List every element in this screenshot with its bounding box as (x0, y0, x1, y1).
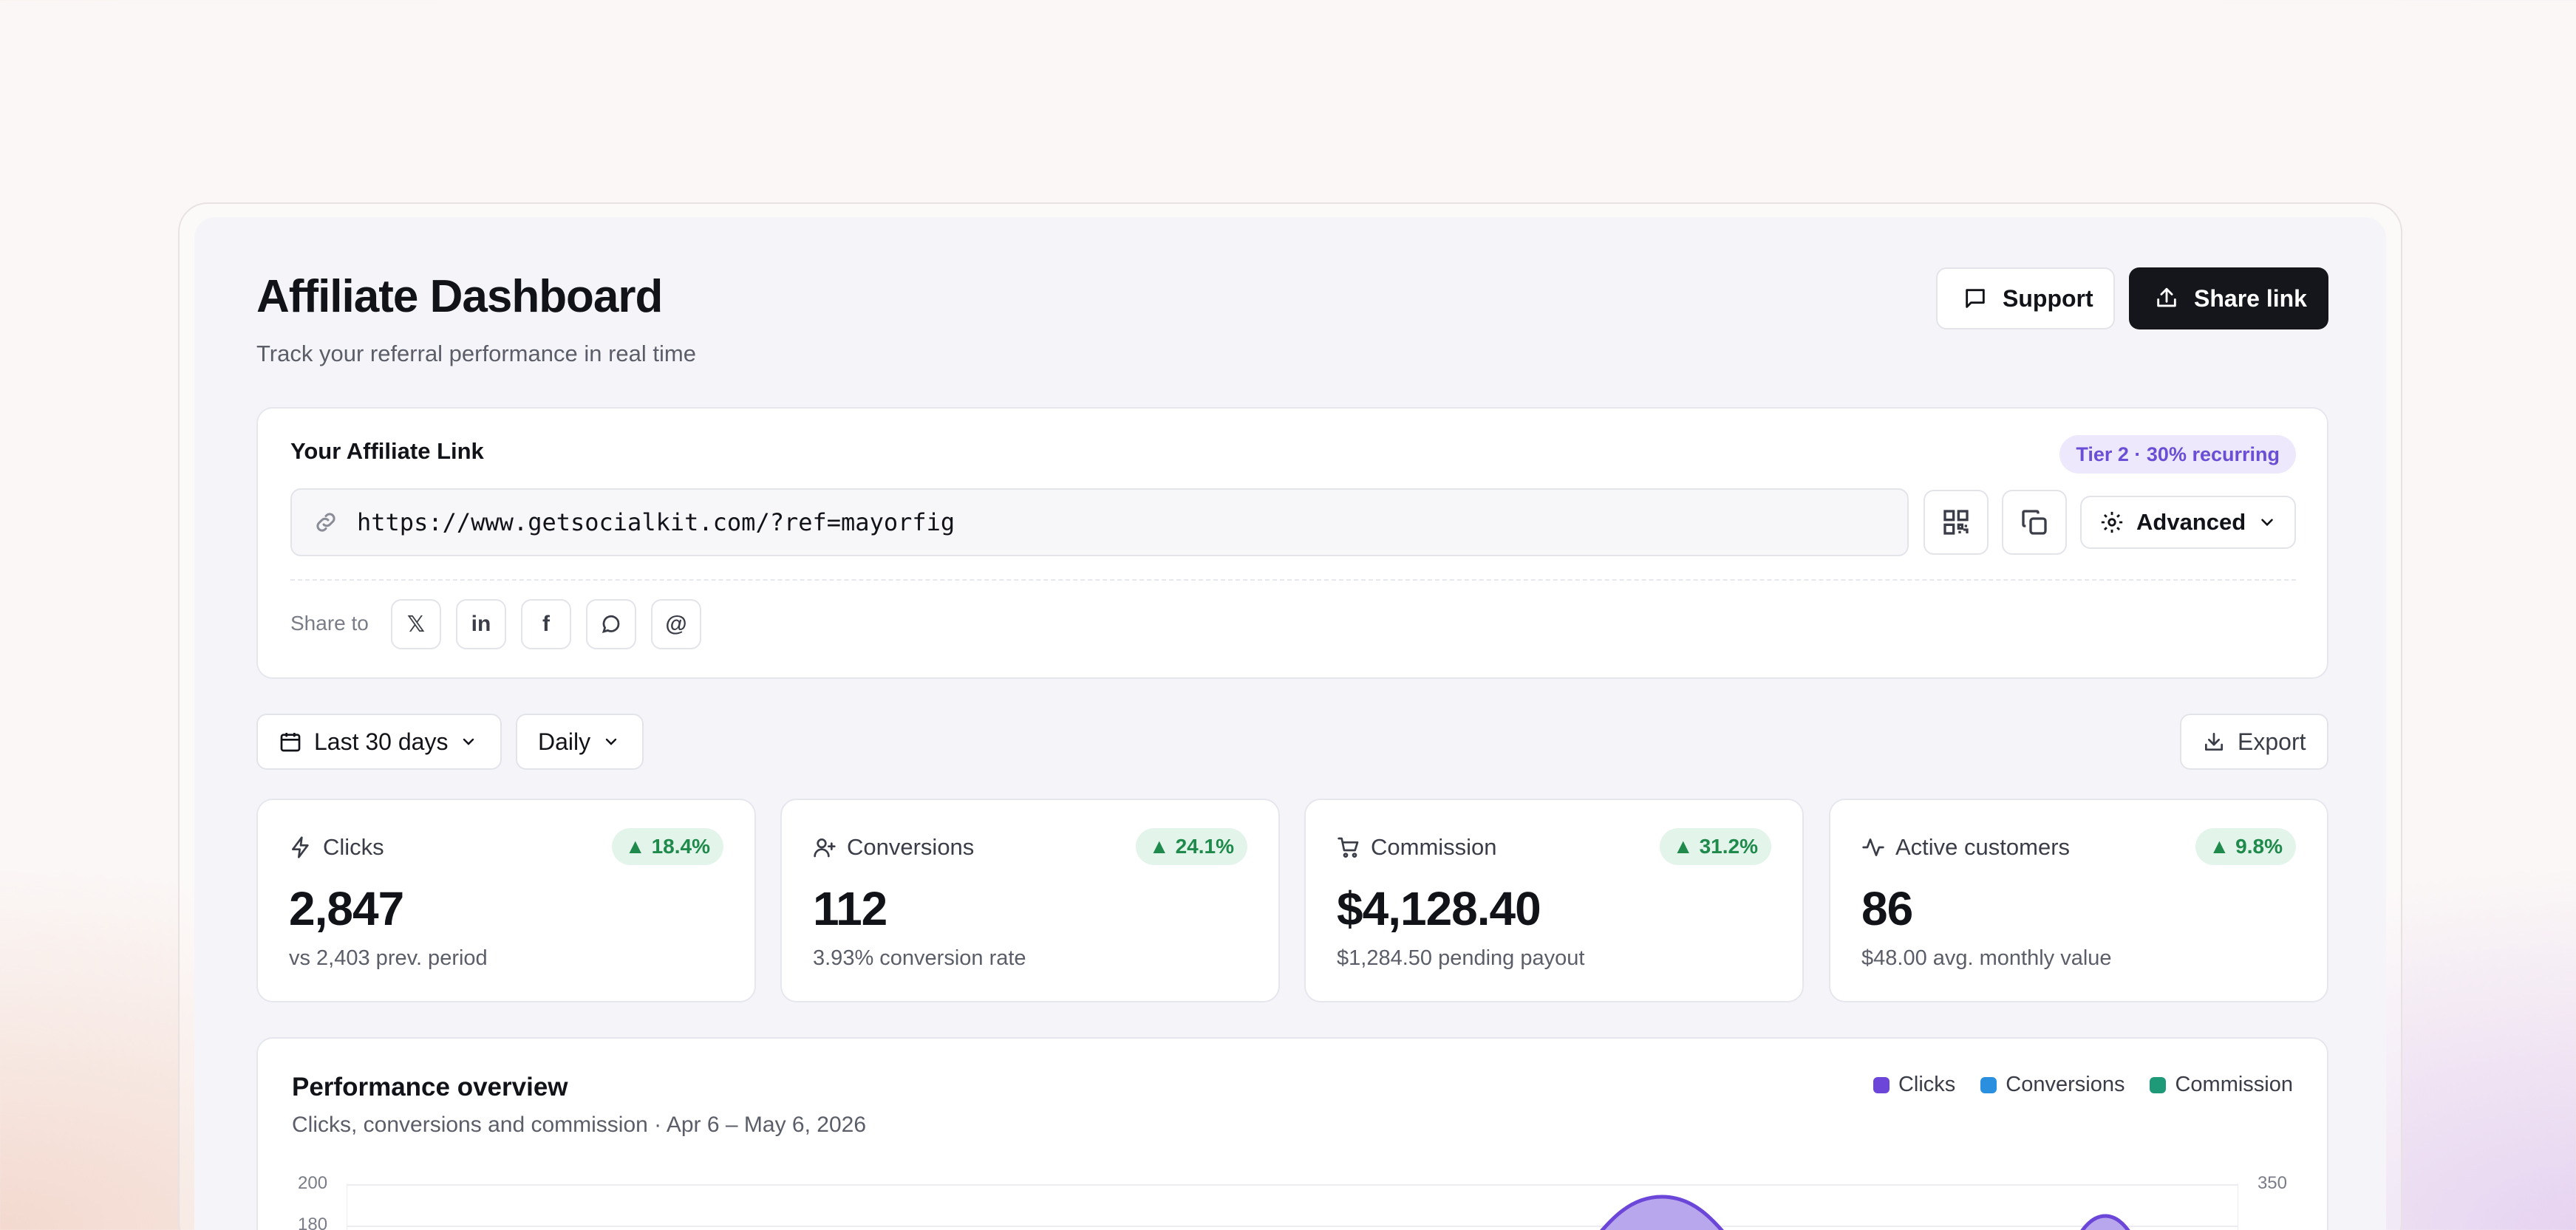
clicks-peak-2 (2080, 1214, 2130, 1230)
link-icon (313, 509, 339, 536)
stat-subtext: $48.00 avg. monthly value (1861, 946, 2112, 970)
y-tick-left: 180 (298, 1214, 328, 1230)
advanced-label: Advanced (2136, 509, 2246, 535)
facebook-icon: f (542, 612, 550, 636)
export-button[interactable]: Export (2180, 714, 2328, 770)
stat-card-conversions: Conversions ▲ 24.1% 112 3.93% conversion … (780, 799, 1280, 1002)
advanced-dropdown[interactable]: Advanced (2080, 496, 2296, 549)
stat-label: Commission (1371, 834, 1497, 860)
interval-label: Daily (538, 728, 591, 755)
delta-badge: ▲ 24.1% (1135, 828, 1247, 865)
stat-subtext: 3.93% conversion rate (813, 946, 1026, 970)
export-label: Export (2238, 728, 2306, 755)
performance-overview-panel: Performance overview Clicks, conversions… (256, 1037, 2328, 1230)
share-link-button[interactable]: Share link (2129, 267, 2328, 329)
triangle-up-icon: ▲ (1672, 835, 1694, 858)
gear-icon (2099, 510, 2124, 535)
legend-item-clicks[interactable]: Clicks (1873, 1073, 1955, 1097)
affiliate-url-text: https://www.getsocialkit.com/?ref=mayorf… (357, 508, 955, 536)
qr-code-button[interactable] (1924, 490, 1989, 555)
legend-item-conversions[interactable]: Conversions (1980, 1073, 2124, 1097)
chevron-down-icon (602, 733, 620, 751)
date-range-select[interactable]: Last 30 days (256, 714, 502, 770)
zap-icon (289, 836, 313, 859)
user-plus-icon (813, 836, 836, 859)
page-title: Affiliate Dashboard (256, 271, 663, 322)
support-label: Support (2003, 284, 2093, 312)
delta-badge: ▲ 31.2% (1659, 828, 1771, 865)
share-x-button[interactable]: 𝕏 (391, 599, 441, 649)
legend-swatch (2150, 1076, 2167, 1093)
y-tick-right: 350 (2257, 1173, 2287, 1193)
chevron-down-icon (2258, 513, 2277, 532)
share-facebook-button[interactable]: f (521, 599, 571, 649)
affiliate-link-label: Your Affiliate Link (290, 438, 484, 464)
stat-subtext: $1,284.50 pending payout (1337, 946, 1585, 970)
legend-swatch (1873, 1076, 1890, 1093)
divider (290, 579, 2296, 581)
stat-card-clicks: Clicks ▲ 18.4% 2,847 vs 2,403 prev. perio… (256, 799, 756, 1002)
activity-icon (1861, 836, 1885, 859)
stat-subtext: vs 2,403 prev. period (289, 946, 488, 970)
x-icon: 𝕏 (406, 612, 426, 637)
tier-badge: Tier 2 · 30% recurring (2059, 435, 2296, 474)
delta-badge: ▲ 18.4% (611, 828, 723, 865)
performance-subtitle: Clicks, conversions and commission · Apr… (292, 1113, 866, 1137)
delta-badge: ▲ 9.8% (2195, 828, 2296, 865)
linkedin-icon: in (471, 612, 491, 636)
y-tick-left: 200 (298, 1173, 328, 1193)
stat-value: 112 (813, 882, 887, 935)
calendar-icon (279, 730, 302, 754)
at-icon: @ (665, 612, 687, 636)
date-range-label: Last 30 days (314, 728, 449, 755)
message-square-icon (1963, 286, 1988, 311)
chart-legend: Clicks Conversions Commission (1873, 1073, 2293, 1097)
stat-label: Active customers (1895, 834, 2071, 860)
cart-icon (1337, 836, 1360, 859)
chevron-down-icon (460, 733, 477, 751)
download-icon (2202, 730, 2226, 754)
chat-icon (600, 613, 622, 635)
clicks-peak-1 (1600, 1195, 1724, 1230)
performance-chart (347, 1183, 2238, 1230)
stat-value: 86 (1861, 882, 1913, 935)
affiliate-url-field[interactable]: https://www.getsocialkit.com/?ref=mayorf… (290, 488, 1909, 556)
stat-card-active-customers: Active customers ▲ 9.8% 86 $48.00 avg. mo… (1829, 799, 2328, 1002)
performance-title: Performance overview (292, 1073, 568, 1101)
share-linkedin-button[interactable]: in (456, 599, 506, 649)
share-chat-button[interactable] (586, 599, 636, 649)
upload-icon (2154, 286, 2179, 311)
qr-code-icon (1941, 508, 1971, 537)
legend-item-commission[interactable]: Commission (2150, 1073, 2293, 1097)
affiliate-link-panel: Your Affiliate Link Tier 2 · 30% recurri… (256, 407, 2328, 679)
page-subtitle: Track your referral performance in real … (256, 341, 696, 366)
legend-swatch (1980, 1076, 1997, 1093)
triangle-up-icon: ▲ (1148, 835, 1170, 858)
support-button[interactable]: Support (1936, 267, 2115, 329)
stat-value: 2,847 (289, 882, 404, 935)
triangle-up-icon: ▲ (624, 835, 646, 858)
copy-icon (2020, 508, 2049, 537)
share-link-label: Share link (2194, 284, 2307, 312)
share-email-button[interactable]: @ (651, 599, 701, 649)
copy-button[interactable] (2002, 490, 2067, 555)
stat-label: Clicks (323, 834, 384, 860)
share-to-label: Share to (290, 612, 369, 635)
stat-card-commission: Commission ▲ 31.2% $4,128.40 $1,284.50 pe… (1304, 799, 1804, 1002)
stat-value: $4,128.40 (1337, 882, 1541, 935)
triangle-up-icon: ▲ (2209, 835, 2230, 858)
interval-select[interactable]: Daily (516, 714, 644, 770)
stat-label: Conversions (847, 834, 975, 860)
